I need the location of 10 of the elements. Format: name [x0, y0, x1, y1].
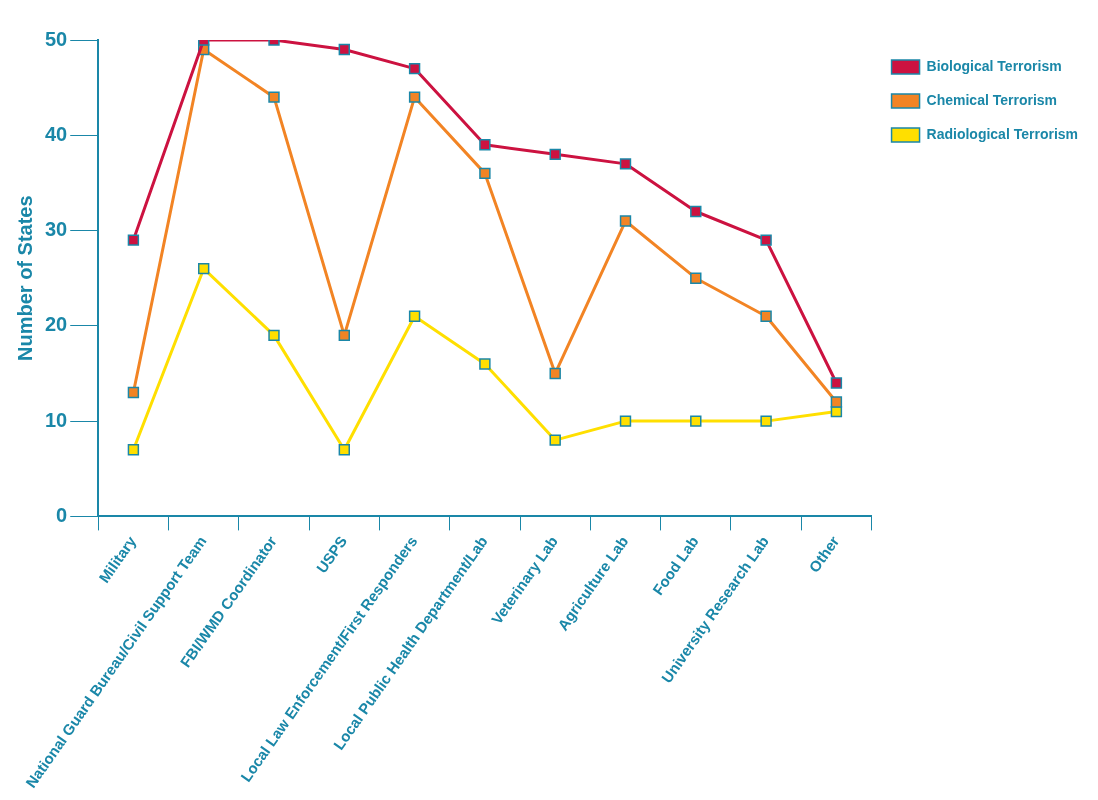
legend-label: Radiological Terrorism [926, 125, 1079, 142]
y-tick-label: 30 [45, 218, 68, 241]
y-tick-label: 20 [45, 313, 68, 336]
y-tick-label: 40 [45, 122, 68, 145]
legend-label: Chemical Terrorism [926, 91, 1058, 108]
y-tick-label: 50 [45, 27, 68, 50]
y-tick-label: 10 [45, 408, 68, 431]
y-tick-label: 0 [56, 503, 68, 526]
legend-label: Biological Terrorism [926, 57, 1062, 74]
y-axis-title: Number of States [13, 195, 36, 361]
